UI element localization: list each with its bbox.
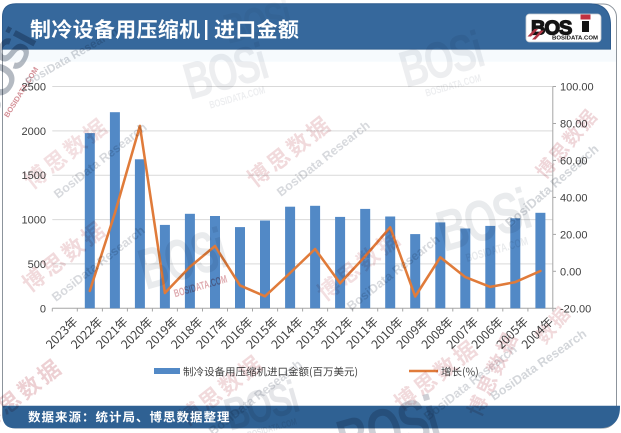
svg-text:100.00: 100.00 [560, 82, 594, 94]
svg-text:BOSIDATA.COM: BOSIDATA.COM [552, 36, 598, 42]
svg-text:40.00: 40.00 [560, 192, 588, 204]
svg-text:1000: 1000 [22, 215, 46, 227]
svg-text:BOS: BOS [531, 18, 572, 40]
svg-text:0.00: 0.00 [560, 266, 581, 278]
svg-text:60.00: 60.00 [560, 155, 588, 167]
svg-text:2000: 2000 [22, 126, 46, 138]
svg-text:20.00: 20.00 [560, 229, 588, 241]
svg-text:-20.00: -20.00 [560, 303, 591, 315]
svg-text:0: 0 [40, 303, 46, 315]
svg-text:2500: 2500 [22, 82, 46, 94]
